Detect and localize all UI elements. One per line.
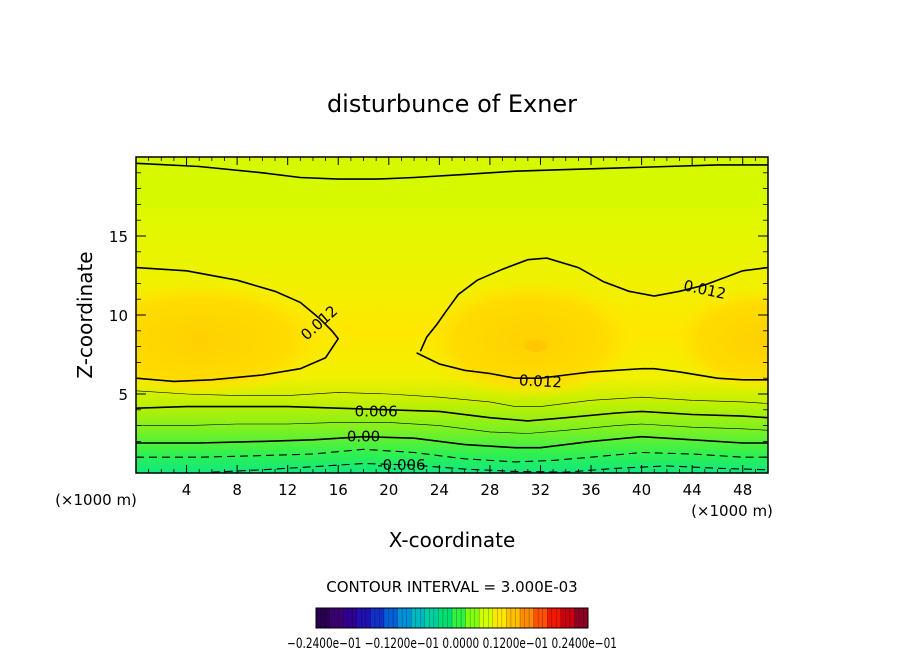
x-unit-right: (×1000 m)	[691, 502, 773, 520]
contour-interval: CONTOUR INTERVAL = 3.000E-03	[326, 578, 577, 596]
x-tick-label: 24	[430, 481, 449, 499]
colorbar-swatch	[356, 608, 371, 628]
x-tick-label: 28	[480, 481, 499, 499]
contour-line-upper	[136, 266, 340, 383]
colorbar-swatch	[411, 608, 426, 628]
contour-line-c000	[136, 435, 768, 449]
y-tick-label: 15	[109, 228, 128, 246]
colorbar-swatch	[465, 608, 480, 628]
x-tick-label: 8	[232, 481, 242, 499]
colorbar	[315, 607, 589, 629]
x-tick-label: 32	[531, 481, 550, 499]
contour-dashed-0	[136, 448, 768, 463]
colorbar-swatch	[560, 608, 575, 628]
colorbar-swatch	[397, 608, 412, 628]
colorbar-swatch	[452, 608, 466, 628]
contour-line-lower	[416, 352, 768, 381]
x-tick-label: 20	[379, 481, 398, 499]
colorbar-swatch	[384, 608, 398, 628]
colorbar-swatch	[329, 608, 344, 628]
contour-thin-0	[136, 390, 768, 407]
y-axis-label: Z-coordinate	[73, 251, 97, 378]
colorbar-swatch	[574, 608, 589, 628]
contour-thin-1	[136, 422, 768, 434]
colorbar-swatch	[316, 608, 330, 628]
top-light-band	[136, 157, 768, 207]
x-tick-label: 44	[683, 481, 702, 499]
colorbar-swatch	[520, 608, 534, 628]
x-unit-left: (×1000 m)	[55, 491, 137, 509]
contour-line-right	[419, 257, 768, 352]
contour-label: 0.012	[519, 371, 563, 391]
chart-title: disturbunce of Exner	[327, 90, 577, 118]
max-region-center	[420, 280, 640, 400]
max-region-left	[136, 282, 330, 398]
y-tick-label: 10	[109, 307, 128, 325]
colorbar-labels: −0.2400e−01 −0.1200e−01 0.0000 0.1200e−0…	[287, 636, 617, 652]
colorbar-swatch	[343, 608, 358, 628]
colorbar-swatch	[370, 608, 385, 628]
x-tick-label: 40	[632, 481, 651, 499]
contour-label: 0.006	[355, 402, 398, 420]
y-tick-label: 5	[118, 386, 128, 404]
contour-line-top	[136, 162, 768, 180]
colorbar-swatch	[479, 608, 494, 628]
max-region-right	[670, 288, 768, 392]
colorbar-swatch	[533, 608, 548, 628]
contour-line-c006	[136, 405, 768, 422]
contour-label: -0.006	[377, 456, 425, 474]
colorbar-swatch	[424, 608, 439, 628]
x-tick-label: 12	[278, 481, 297, 499]
contour-label: 0.00	[347, 428, 380, 446]
max-region-core	[524, 340, 548, 352]
colorbar-swatch	[506, 608, 521, 628]
x-tick-label: 4	[182, 481, 192, 499]
x-tick-label: 16	[329, 481, 348, 499]
x-tick-label: 48	[733, 481, 752, 499]
colorbar-swatch	[547, 608, 562, 628]
x-axis-label: X-coordinate	[389, 528, 516, 552]
x-tick-label: 36	[581, 481, 600, 499]
colorbar-swatch	[492, 608, 507, 628]
colorbar-frame	[315, 607, 589, 629]
colorbar-swatch	[438, 608, 453, 628]
